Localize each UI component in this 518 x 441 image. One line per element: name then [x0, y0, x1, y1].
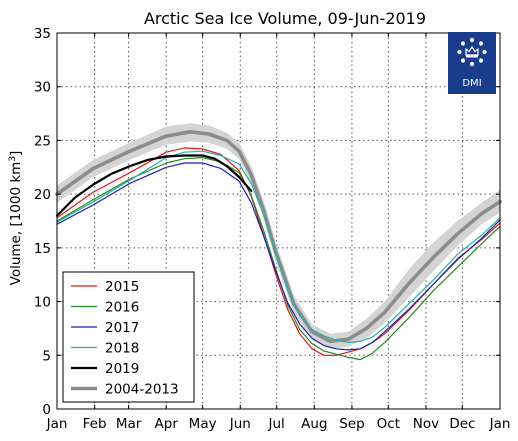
x-tick-label: Dec	[449, 416, 475, 432]
y-axis-label: Volume, [1000 km3]	[8, 151, 24, 286]
series-lines	[55, 130, 502, 361]
x-tick-label: Aug	[301, 416, 327, 432]
legend-label-2004-2013: 2004-2013	[105, 382, 179, 398]
grid	[57, 33, 500, 409]
axis-ticks: 0 5 10 15 20 25 30 35 Jan Feb Mar Apr May Jun Jul Aug Se…	[34, 26, 511, 432]
x-tick-label: Oct	[377, 416, 400, 432]
plot-frame	[56, 32, 501, 410]
y-axis-label-sup: 3	[8, 156, 18, 162]
y-axis-label-end: ]	[8, 151, 24, 156]
legend-frame	[62, 271, 195, 403]
legend-label-2016: 2016	[105, 300, 139, 316]
y-tick-label: 5	[42, 348, 51, 364]
y-tick-label: 20	[34, 187, 51, 203]
y-tick-label: 10	[34, 295, 51, 311]
x-tick-label: Sep	[339, 416, 364, 432]
series-line-2004-2013	[55, 130, 502, 344]
x-tick-label: Jan	[46, 416, 68, 432]
x-tick-label: May	[189, 416, 217, 432]
chart-title: Arctic Sea Ice Volume, 09-Jun-2019	[144, 9, 426, 28]
series-line-2019	[55, 154, 253, 217]
legend-label-2017: 2017	[105, 320, 139, 336]
dmi-logo-text: DMI	[462, 78, 481, 89]
y-tick-label: 15	[34, 241, 51, 257]
series-line-2015	[56, 147, 501, 356]
x-tick-label: Jun	[229, 416, 251, 432]
legend-label-2015: 2015	[105, 279, 139, 295]
y-tick-label: 0	[42, 402, 51, 418]
dmi-logo: DMI	[448, 32, 496, 94]
y-tick-label: 35	[34, 26, 51, 42]
x-tick-label: Nov	[413, 416, 439, 432]
x-tick-label: Mar	[116, 416, 142, 432]
legend-label-2018: 2018	[105, 341, 139, 357]
y-axis-label-main: Volume, [1000 km	[8, 162, 24, 286]
legend-label-2019: 2019	[105, 361, 139, 377]
series-line-2017	[56, 162, 501, 351]
y-tick-label: 25	[34, 133, 51, 149]
legend: 2015 2016 2017 2018 2019 2004-2013	[62, 271, 195, 403]
x-tick-label: Feb	[83, 416, 107, 432]
series-line-2016	[56, 157, 501, 361]
x-tick-label: Apr	[155, 416, 179, 432]
crown-icon	[457, 37, 487, 67]
y-tick-label: 30	[34, 80, 51, 96]
x-tick-label: Jul	[268, 416, 285, 432]
series-line-2018	[56, 150, 501, 343]
x-tick-label: Jan	[489, 416, 511, 432]
